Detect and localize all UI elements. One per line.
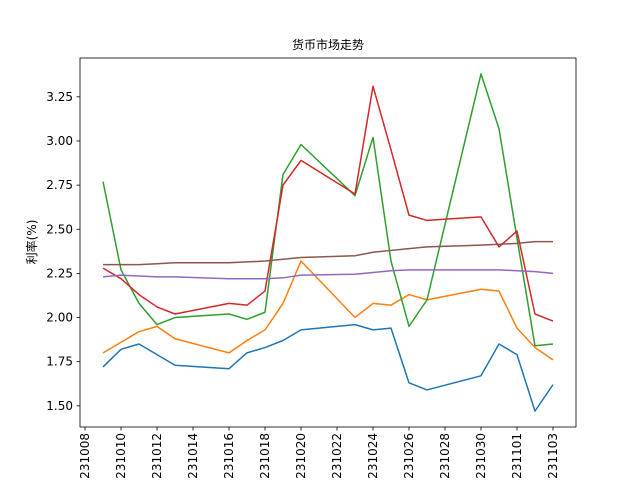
x-tick-label: 231018 <box>258 433 272 479</box>
x-tick-label: 231028 <box>438 433 452 479</box>
y-tick-label: 3.00 <box>46 134 73 148</box>
y-tick-label: 1.50 <box>46 399 73 413</box>
y-tick-label: 3.25 <box>46 90 73 104</box>
line <box>102 323 554 412</box>
x-tick-label: 231012 <box>150 433 164 479</box>
x-tick-label: 231010 <box>114 433 128 479</box>
y-tick-label: 2.25 <box>46 266 73 280</box>
y-tick-label: 2.75 <box>46 178 73 192</box>
y-tick-label: 1.75 <box>46 355 73 369</box>
plot-frame <box>79 57 577 428</box>
line <box>102 73 554 347</box>
line <box>103 240 553 266</box>
x-tick-label: 231008 <box>78 433 92 479</box>
x-tick-label: 231016 <box>222 433 236 479</box>
x-tick-label: 231022 <box>330 433 344 479</box>
chart-title: 货币市场走势 <box>292 37 364 52</box>
line <box>102 260 554 361</box>
x-tick-label: 231103 <box>546 433 560 479</box>
line <box>102 269 554 280</box>
x-tick-label: 231030 <box>474 433 488 479</box>
y-axis-label: 利率(%) <box>24 220 39 265</box>
x-tick-label: 231020 <box>294 433 308 479</box>
x-tick-label: 231026 <box>402 433 416 479</box>
y-tick-label: 2.00 <box>46 311 73 325</box>
x-tick-label: 231024 <box>366 433 380 479</box>
x-tick-label: 231014 <box>186 433 200 479</box>
y-tick-label: 2.50 <box>46 222 73 236</box>
x-tick-label: 231101 <box>510 433 524 479</box>
line <box>102 85 554 322</box>
